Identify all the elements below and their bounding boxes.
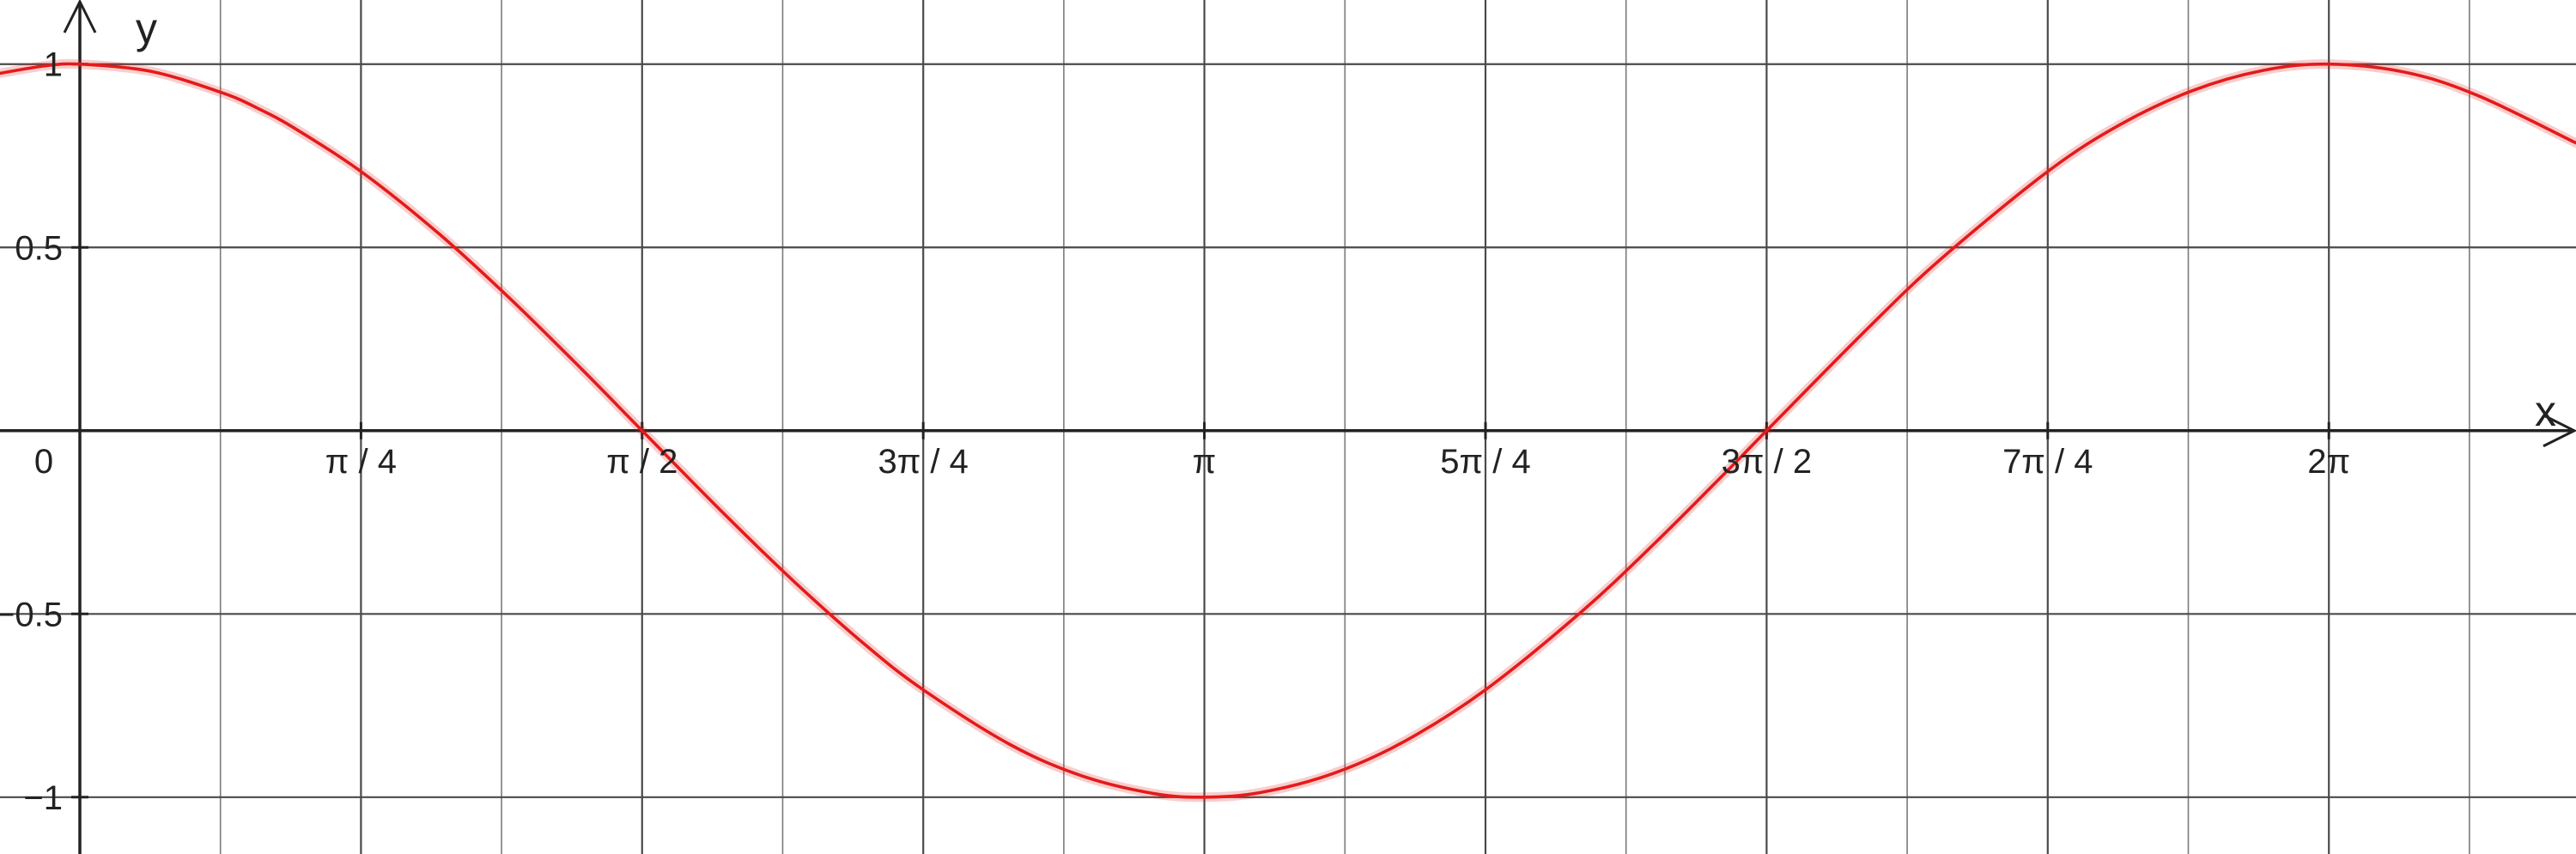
x-tick-label: π / 2	[606, 443, 677, 481]
x-axis-label: x	[2535, 387, 2556, 435]
y-tick-label: 0.5	[15, 229, 63, 267]
x-axis-arrow	[2543, 414, 2576, 448]
y-tick-label: −1	[23, 779, 63, 817]
x-tick-label: π / 4	[325, 443, 397, 481]
x-tick-label: π	[1193, 443, 1217, 481]
x-tick-label: 3π / 4	[878, 443, 968, 481]
tick-labels: 0 π / 4 π / 2 3π / 4 π 5π / 4 3π / 2 7π / 4 2π 1 0…	[0, 46, 2350, 817]
y-axis-label: y	[136, 4, 157, 52]
x-tick-label: 5π / 4	[1440, 443, 1530, 481]
x-tick-label: 3π / 2	[1722, 443, 1812, 481]
series-line	[0, 62, 2576, 799]
x-tick-label: 2π	[2307, 443, 2350, 481]
x-tick-label: 7π / 4	[2002, 443, 2093, 481]
axis-labels: x y	[136, 4, 2556, 435]
y-tick-label: 1	[44, 46, 63, 84]
series-layer	[0, 58, 2576, 803]
y-axis-arrow	[63, 0, 97, 33]
y-tick-label: −0.5	[0, 596, 63, 633]
minor-grid	[219, 0, 2470, 854]
x-tick-label: 0	[34, 443, 53, 481]
